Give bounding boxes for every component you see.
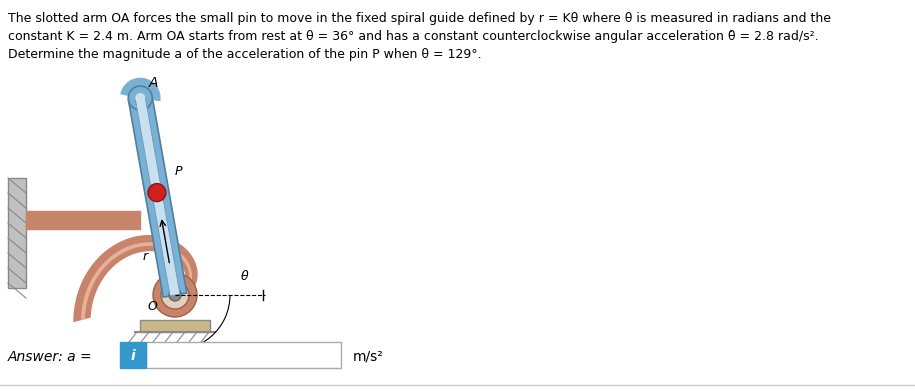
Text: O: O xyxy=(147,300,157,313)
Text: θ: θ xyxy=(242,270,249,283)
Bar xyxy=(26,211,140,229)
Circle shape xyxy=(135,93,145,103)
Polygon shape xyxy=(81,242,192,320)
Text: P: P xyxy=(175,165,182,178)
Circle shape xyxy=(153,273,197,317)
Text: Determine the magnitude a of the acceleration of the pin P when θ = 129°.: Determine the magnitude a of the acceler… xyxy=(8,48,481,61)
Circle shape xyxy=(161,281,189,309)
FancyBboxPatch shape xyxy=(146,342,341,368)
Text: Answer: a =: Answer: a = xyxy=(8,350,92,364)
FancyBboxPatch shape xyxy=(120,342,146,368)
Polygon shape xyxy=(73,235,198,322)
Text: The slotted arm OA forces the small pin to move in the fixed spiral guide define: The slotted arm OA forces the small pin … xyxy=(8,12,831,25)
Polygon shape xyxy=(135,97,180,296)
Bar xyxy=(8,178,26,288)
Circle shape xyxy=(128,86,152,110)
Circle shape xyxy=(148,183,166,201)
Text: m/s²: m/s² xyxy=(353,350,383,364)
Text: r: r xyxy=(143,250,148,263)
Text: A: A xyxy=(148,76,157,90)
Polygon shape xyxy=(128,96,187,297)
Text: i: i xyxy=(131,349,135,363)
Circle shape xyxy=(169,289,181,301)
Text: constant K = 2.4 m. Arm OA starts from rest at θ = 36° and has a constant counte: constant K = 2.4 m. Arm OA starts from r… xyxy=(8,30,819,43)
Bar xyxy=(140,320,210,332)
